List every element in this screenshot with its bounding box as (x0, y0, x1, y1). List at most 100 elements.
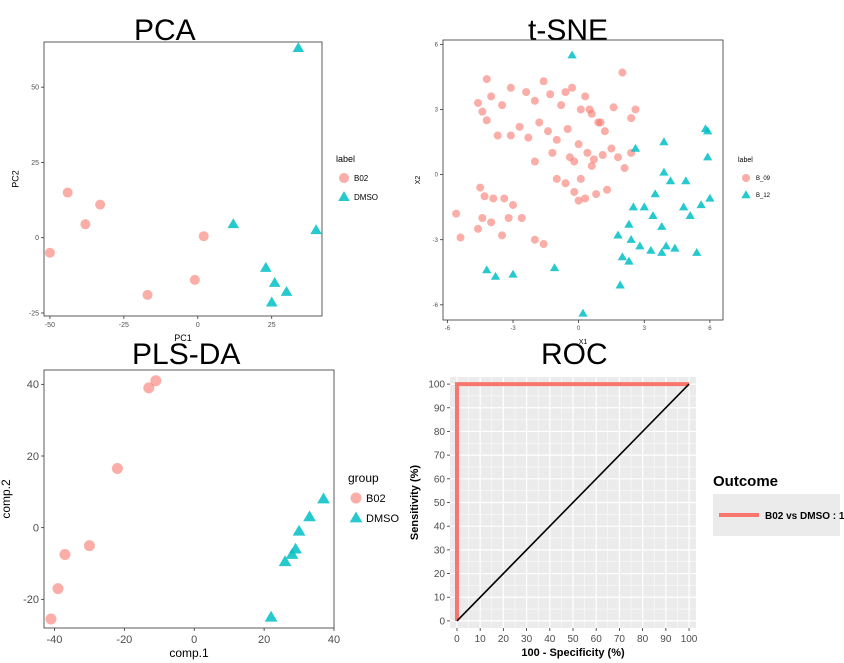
plsda-point-DMSO (303, 510, 316, 522)
plsda-x-tick-label: 20 (258, 634, 270, 646)
tsne-point-B_09 (476, 183, 485, 192)
tsne-point-B_12 (635, 241, 645, 250)
pca-point-B02 (198, 231, 209, 242)
plsda-plot-frame (43, 369, 335, 629)
tsne-point-B_09 (530, 157, 539, 166)
tsne-point-B_09 (598, 151, 607, 160)
tsne-point-B_12 (703, 152, 713, 161)
tsne-point-B_09 (561, 179, 570, 188)
roc-chart: 0 10 20 30 40 50 60 70 80 90 100 0 10 20 30 40 50 60 70 80 9… (409, 377, 844, 659)
tsne-y-tick-label: -3 (433, 238, 439, 244)
roc-y-tick-label: 0 (439, 616, 445, 627)
tsne-x-tick-label: -6 (445, 326, 451, 332)
tsne-point-B_12 (696, 200, 706, 209)
tsne-x-tick-label: 3 (643, 326, 647, 332)
pca-x-tick-label: 0 (196, 322, 200, 329)
tsne-point-B_09 (585, 105, 594, 114)
plsda-legend-key-B02 (350, 492, 362, 504)
roc-x-tick-label: 70 (614, 634, 626, 645)
roc-y-tick-label: 70 (434, 451, 446, 462)
plsda-x-tick-label: 0 (191, 634, 197, 646)
pca-point-DMSO (265, 296, 278, 307)
pca-point-DMSO (227, 218, 240, 229)
tsne-x-tick-label: 0 (577, 326, 581, 332)
tsne-point-B_09 (498, 101, 507, 110)
tsne-point-B_12 (578, 308, 588, 317)
tsne-point-B_09 (524, 133, 533, 142)
tsne-legend-title: label (738, 157, 753, 164)
tsne-point-B_09 (589, 155, 598, 164)
plsda-point-B02 (83, 540, 95, 552)
pca-point-B02 (95, 199, 106, 210)
tsne-y-axis-label: X2 (415, 176, 422, 185)
tsne-legend-label-B_09: B_09 (756, 176, 771, 182)
roc-x-tick-label: 80 (637, 634, 649, 645)
roc-x-tick-label: 0 (454, 634, 460, 645)
tsne-point-B_09 (544, 127, 552, 136)
tsne-point-B_09 (596, 118, 605, 127)
plsda-point-B02 (59, 549, 71, 561)
pca-title: PCA (134, 14, 196, 47)
roc-y-axis-label: Sensitivity (%) (409, 465, 421, 541)
tsne-point-B_09 (504, 213, 513, 222)
pca-x-tick-label: -50 (45, 322, 55, 329)
tsne-point-B_09 (489, 194, 498, 203)
tsne-point-B_12 (617, 252, 628, 261)
tsne-point-B_09 (522, 88, 531, 97)
tsne-point-B_09 (498, 231, 507, 240)
tsne-point-B_12 (657, 248, 667, 256)
pca-legend-label-DMSO: DMSO (354, 193, 378, 202)
pca-point-B02 (189, 274, 200, 285)
roc-curve-line (454, 382, 690, 621)
plsda-point-B02 (143, 382, 155, 394)
tsne-point-B_09 (509, 200, 517, 209)
tsne-y-tick-label: 6 (435, 42, 439, 48)
plsda-x-tick-label: -40 (47, 634, 63, 646)
tsne-point-B_09 (500, 194, 509, 203)
tsne-point-B_09 (614, 153, 622, 162)
tsne-point-B_12 (482, 265, 492, 274)
tsne-point-B_09 (482, 75, 491, 84)
pca-y-axis-label: PC2 (11, 170, 21, 188)
tsne-point-B_12 (613, 230, 623, 239)
plsda-point-B02 (52, 583, 64, 595)
plsda-point-DMSO (278, 555, 292, 567)
tsne-point-B_12 (567, 50, 577, 59)
pca-legend-key-DMSO (338, 191, 350, 201)
tsne-point-B_12 (549, 263, 560, 272)
tsne-point-B_09 (478, 213, 487, 222)
plsda-y-tick-label: 0 (33, 523, 39, 535)
plsda-point-DMSO (292, 524, 306, 536)
tsne-point-B_09 (620, 164, 629, 173)
plsda-point-B02 (45, 613, 57, 625)
plsda-x-axis-label: comp.1 (169, 646, 209, 660)
tsne-point-B_09 (563, 124, 572, 133)
roc-y-tick-label: 30 (434, 545, 446, 556)
tsne-point-B_09 (474, 224, 482, 233)
roc-y-tick-label: 50 (434, 498, 446, 509)
tsne-point-B_09 (456, 233, 465, 242)
roc-x-tick-label: 100 (681, 634, 698, 645)
tsne-point-B_09 (557, 101, 566, 110)
roc-title: ROC (541, 338, 608, 371)
plsda-chart: -40 -20 0 20 40 -20 0 20 40 comp.1 comp.2 group B02 D… (0, 369, 399, 660)
pca-point-DMSO (280, 286, 293, 296)
pca-point-B02 (142, 289, 153, 300)
pca-x-tick-label: -25 (119, 322, 129, 329)
tsne-point-B_09 (576, 174, 585, 183)
plsda-legend-label-DMSO: DMSO (366, 513, 399, 525)
roc-y-tick-label: 80 (434, 427, 446, 438)
tsne-point-B_09 (574, 140, 583, 149)
pca-y-tick-label: 50 (31, 85, 39, 92)
tsne-point-B_12 (646, 245, 656, 254)
tsne-legend-label-B_12: B_12 (756, 193, 771, 199)
plsda-point-DMSO (317, 492, 330, 504)
tsne-point-B_09 (600, 127, 609, 136)
tsne-y-tick-label: -6 (433, 303, 439, 309)
tsne-point-B_09 (570, 187, 579, 196)
tsne-point-B_09 (506, 131, 515, 140)
tsne-point-B_09 (631, 105, 640, 114)
roc-x-tick-label: 60 (591, 634, 603, 645)
pca-y-tick-label: -25 (29, 310, 39, 317)
plsda-legend-key-DMSO (349, 511, 363, 523)
